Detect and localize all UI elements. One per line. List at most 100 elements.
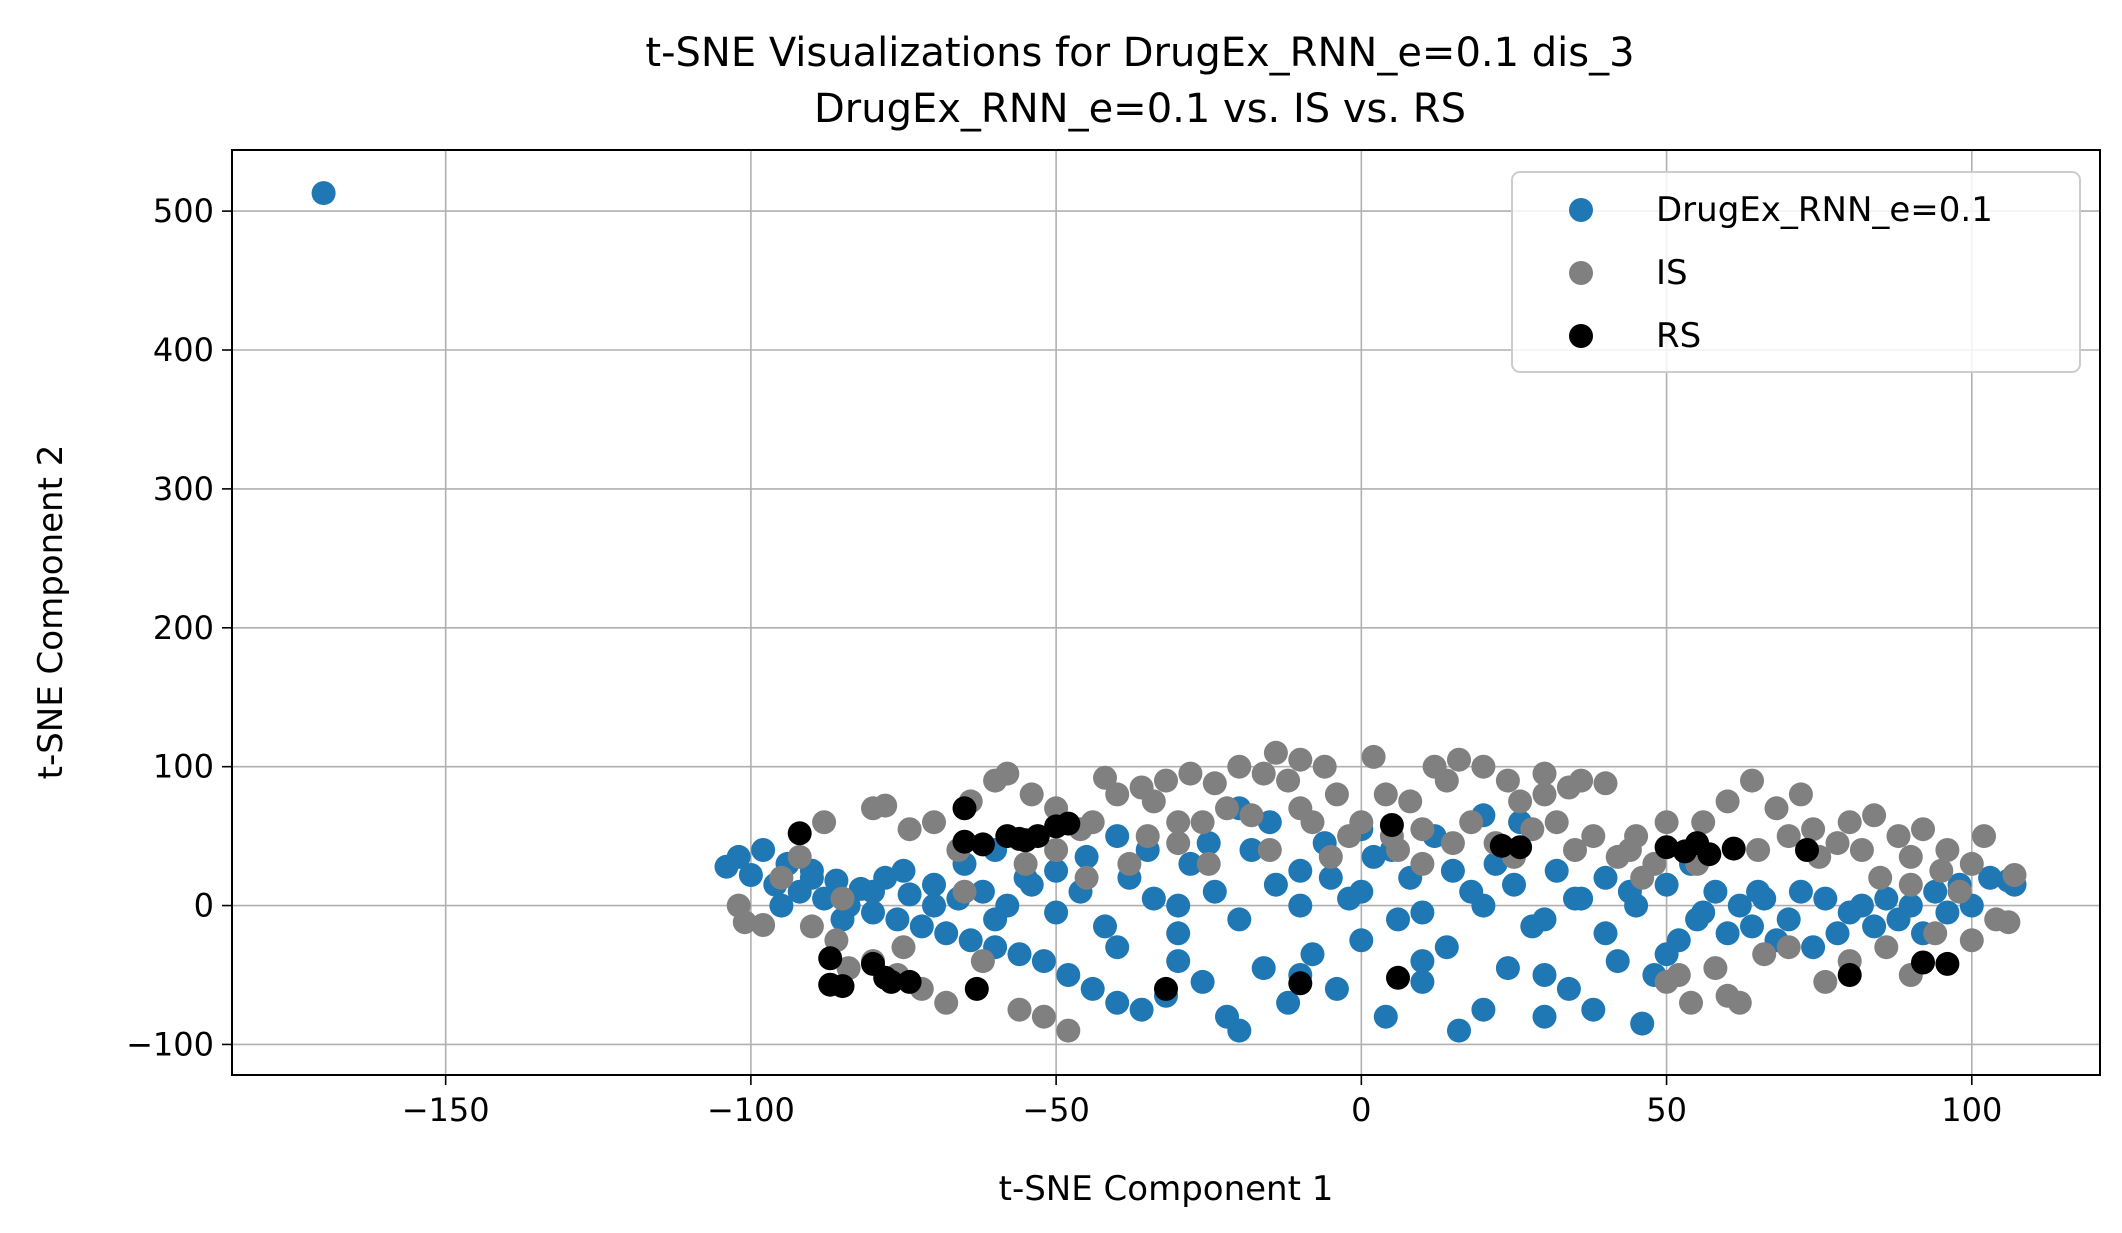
is-point [1361, 744, 1386, 769]
legend: DrugEx_RNN_e=0.1 IS RS [1511, 171, 2081, 373]
is-point [1715, 789, 1740, 814]
rs-point [787, 821, 812, 846]
drugex-point [799, 865, 824, 890]
rs-point [1154, 976, 1178, 1001]
drugex-point [1471, 997, 1496, 1022]
legend-marker-rs [1569, 324, 1593, 348]
drugex-point [1874, 886, 1899, 911]
drugex-point [1251, 956, 1276, 981]
y-tick-label: 200 [153, 609, 214, 647]
drugex-point [1031, 949, 1056, 974]
is-point [1715, 983, 1740, 1008]
y-axis-label: t-SNE Component 2 [31, 445, 71, 780]
x-tick-label: −50 [1022, 1091, 1090, 1129]
is-point [1080, 810, 1105, 835]
drugex-point [1105, 935, 1130, 960]
series-rs [787, 796, 1960, 1001]
is-point [1886, 824, 1911, 849]
drugex-point [1776, 907, 1801, 932]
rs-point [1056, 811, 1081, 836]
drugex-point [1593, 865, 1618, 890]
is-point [1227, 754, 1252, 779]
drugex-point [1141, 886, 1166, 911]
rs-point [879, 969, 904, 994]
is-point [891, 935, 916, 960]
drugex-point [1440, 858, 1465, 883]
series-is [726, 740, 2027, 1043]
is-point [1263, 740, 1288, 765]
is-point [1862, 803, 1887, 828]
drugex-point [311, 181, 336, 206]
rs-point [1697, 842, 1722, 867]
drugex-point [1373, 1004, 1398, 1029]
legend-label-rs: RS [1656, 316, 1701, 356]
rs-point [1654, 835, 1679, 860]
is-point [1398, 789, 1423, 814]
series-drugex [311, 181, 2027, 1043]
chart-title: t-SNE Visualizations for DrugEx_RNN_e=0.… [645, 30, 1634, 76]
is-point [1972, 824, 1996, 849]
drugex-point [1849, 893, 1874, 918]
drugex-point [1349, 879, 1374, 904]
is-point [1563, 838, 1587, 862]
drugex-point [1825, 921, 1850, 946]
drugex-point [738, 863, 763, 887]
drugex-point [1080, 976, 1105, 1001]
is-point [1703, 956, 1728, 981]
drugex-point [1502, 872, 1526, 897]
y-tick-label: 100 [153, 748, 214, 786]
y-tick-label: 500 [153, 192, 214, 230]
is-point [1074, 865, 1099, 890]
rs-point [970, 832, 995, 857]
is-point [1196, 851, 1221, 876]
rs-point [897, 969, 922, 994]
is-point [1178, 761, 1203, 786]
is-point [836, 956, 861, 981]
drugex-point [1898, 893, 1923, 918]
drugex-point [1227, 1018, 1252, 1043]
drugex-point [1746, 879, 1771, 904]
drugex-point [1654, 872, 1679, 897]
drugex-point [1318, 865, 1343, 890]
grid-lines [232, 150, 2100, 1075]
drugex-point [1129, 997, 1154, 1022]
drugex-point [1532, 963, 1557, 987]
drugex-point [1978, 865, 2003, 890]
drugex-point [1703, 879, 1728, 904]
rs-point [1935, 951, 1960, 976]
is-point [1929, 858, 1954, 883]
drugex-point [897, 882, 922, 907]
plot-frame [231, 149, 2101, 1076]
is-point [1410, 851, 1435, 876]
is-point [1813, 969, 1838, 994]
drugex-point [909, 914, 934, 939]
drugex-point [970, 879, 995, 904]
x-tick-label: 100 [1941, 1091, 2002, 1129]
is-point [1459, 810, 1484, 835]
drugex-point [1166, 921, 1191, 946]
is-point [1056, 1018, 1081, 1043]
is-point [1801, 817, 1826, 842]
is-point [1959, 928, 1984, 953]
is-point [1520, 817, 1545, 842]
drugex-point [891, 858, 916, 883]
legend-label-is: IS [1656, 253, 1688, 293]
drugex-point [812, 886, 837, 911]
drugex-point [922, 893, 946, 918]
is-point [1013, 851, 1038, 876]
is-point [1996, 910, 2021, 935]
is-point [1202, 771, 1227, 796]
rs-point [1386, 965, 1410, 990]
is-point [1276, 768, 1301, 793]
chart-subtitle: DrugEx_RNN_e=0.1 vs. IS vs. RS [814, 86, 1466, 132]
is-point [1447, 747, 1471, 772]
is-point [769, 865, 794, 890]
drugex-point [1093, 914, 1117, 939]
is-point [1251, 761, 1276, 786]
is-point [1105, 782, 1130, 807]
drugex-point [1447, 1018, 1471, 1043]
is-point [1642, 851, 1667, 876]
drugex-point [1196, 831, 1221, 856]
drugex-point [1288, 893, 1313, 918]
is-point [1471, 754, 1496, 779]
